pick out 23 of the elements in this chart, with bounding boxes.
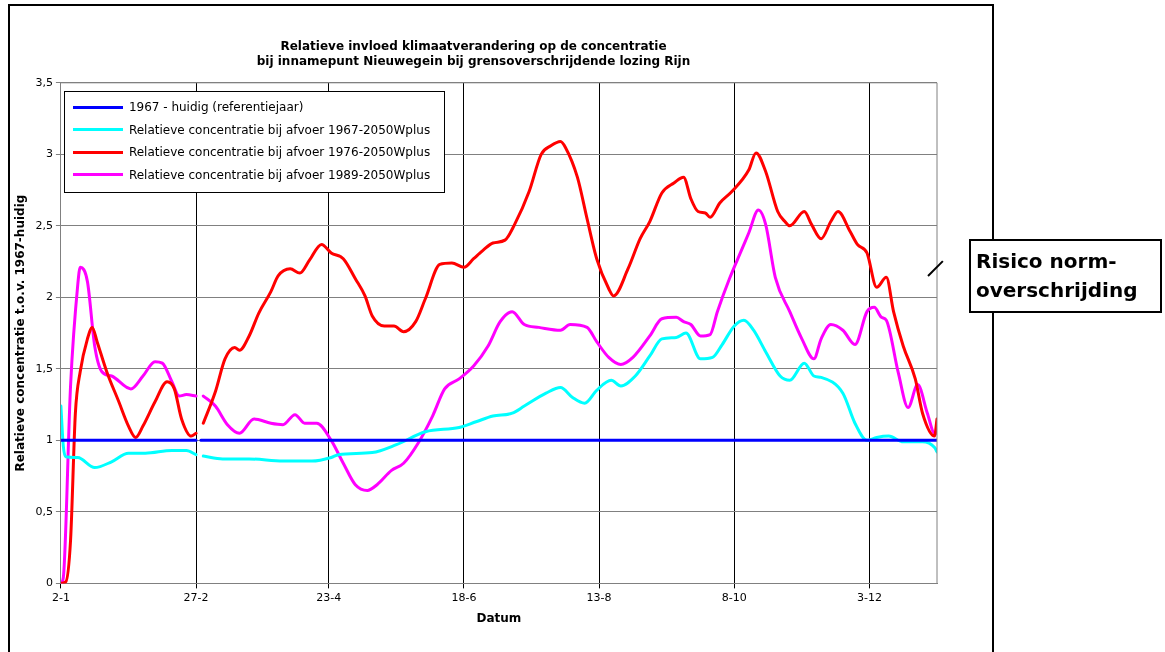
x-tick-label: 3-12 bbox=[856, 590, 882, 604]
x-tick-label: 18-6 bbox=[451, 590, 477, 604]
y-tick-label: 2 bbox=[45, 290, 53, 304]
y-tick-label: 1,5 bbox=[35, 361, 53, 375]
y-tick-label: 0,5 bbox=[35, 504, 53, 518]
x-tick-label: 23-4 bbox=[316, 590, 342, 604]
x-tick-label: 8-10 bbox=[721, 590, 747, 604]
legend-label: Relatieve concentratie bij afvoer 1989-2050Wplus bbox=[128, 167, 431, 182]
x-tick-label: 13-8 bbox=[586, 590, 612, 604]
legend-label: 1967 - huidig (referentiejaar) bbox=[128, 100, 304, 115]
y-tick-label: 3,5 bbox=[35, 75, 53, 89]
y-tick-label: 0 bbox=[45, 576, 53, 590]
x-axis-title: Datum bbox=[476, 610, 522, 625]
y-axis-title: Relatieve concentratie t.o.v. 1967-huidig bbox=[13, 194, 28, 472]
y-tick-label: 2,5 bbox=[35, 218, 53, 232]
legend-label: Relatieve concentratie bij afvoer 1976-2050Wplus bbox=[128, 145, 431, 160]
text: Risico norm-overschrijding bbox=[969, 239, 1162, 313]
x-tick-label: 27-2 bbox=[183, 590, 209, 604]
y-tick-label: 1 bbox=[45, 433, 53, 447]
chart-title: Relatieve invloed klimaatverandering op de concentratie bij innamepunt Nieuwegein bij grensoverschrijdende lozing Rijn bbox=[256, 39, 691, 68]
legend-label: Relatieve concentratie bij afvoer 1967-2050Wplus bbox=[128, 122, 431, 137]
x-tick-label: 2-1 bbox=[51, 590, 70, 604]
y-tick-label: 3 bbox=[45, 147, 53, 161]
